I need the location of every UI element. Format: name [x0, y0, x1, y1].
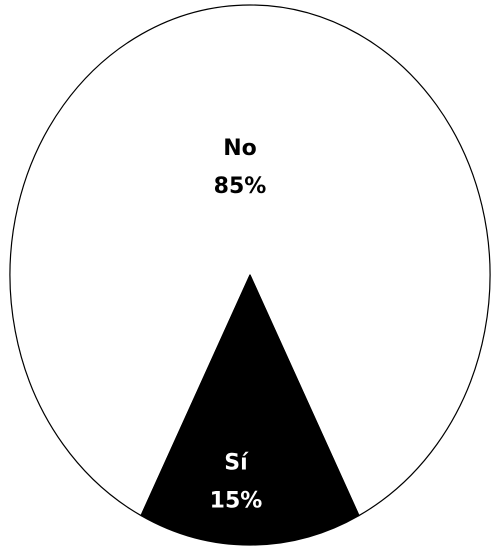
slice-label-s-: Sí [224, 450, 249, 475]
slice-value-no: 85% [214, 174, 267, 199]
slice-value-s-: 15% [210, 488, 263, 513]
pie-slices [9, 4, 491, 546]
pie-slice-no [9, 4, 491, 517]
slice-label-no: No [223, 136, 257, 161]
pie-slice-s- [140, 274, 360, 546]
pie-labels: No 85% Sí 15% [210, 136, 267, 513]
